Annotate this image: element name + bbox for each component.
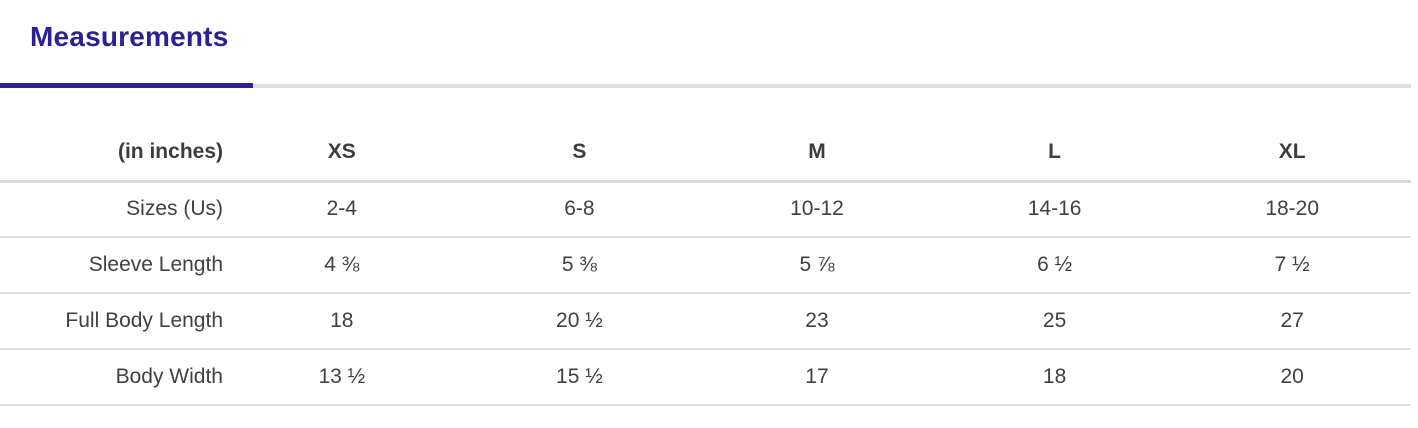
table-cell: 15 ½	[460, 349, 699, 406]
header-row: (in inches) XS S M L XL	[0, 125, 1411, 183]
table-cell: 7 ½	[1173, 237, 1411, 294]
column-header-m: M	[698, 125, 936, 183]
table-cell: 23	[698, 293, 936, 350]
table-cell: 4 ⅜	[223, 237, 461, 294]
unit-label: (in inches)	[0, 125, 223, 183]
table-cell: 14-16	[935, 181, 1174, 238]
active-tab-indicator	[0, 83, 253, 88]
table-cell: 18	[935, 349, 1174, 406]
table-cell: 20 ½	[460, 293, 699, 350]
table-row-body-width: Body Width 13 ½ 15 ½ 17 18 20	[0, 349, 1411, 406]
tab-underline	[0, 83, 1418, 88]
table-row-sleeve-length: Sleeve Length 4 ⅜ 5 ⅜ 5 ⅞ 6 ½ 7 ½	[0, 237, 1411, 294]
row-label: Sleeve Length	[0, 237, 223, 294]
table-cell: 25	[935, 293, 1174, 350]
table-cell: 13 ½	[223, 349, 461, 406]
column-header-l: L	[935, 125, 1174, 183]
table-cell: 18	[223, 293, 461, 350]
table-row-full-body-length: Full Body Length 18 20 ½ 23 25 27	[0, 293, 1411, 350]
row-label: Sizes (Us)	[0, 181, 223, 238]
table-cell: 17	[698, 349, 936, 406]
column-header-xs: XS	[223, 125, 461, 183]
table-cell: 5 ⅜	[460, 237, 699, 294]
table-cell: 27	[1173, 293, 1411, 350]
column-header-xl: XL	[1173, 125, 1411, 183]
size-chart-table: (in inches) XS S M L XL Sizes (Us) 2-4 6…	[0, 125, 1411, 406]
table-cell: 10-12	[698, 181, 936, 238]
table-cell: 5 ⅞	[698, 237, 936, 294]
column-header-s: S	[460, 125, 699, 183]
tab-bar-divider	[253, 83, 1411, 88]
table-cell: 20	[1173, 349, 1411, 406]
row-label: Body Width	[0, 349, 223, 406]
tab-measurements[interactable]: Measurements	[30, 21, 229, 52]
table-cell: 6-8	[460, 181, 699, 238]
row-label: Full Body Length	[0, 293, 223, 350]
table-cell: 2-4	[223, 181, 461, 238]
table-cell: 18-20	[1173, 181, 1411, 238]
table-cell: 6 ½	[935, 237, 1174, 294]
table-row-sizes: Sizes (Us) 2-4 6-8 10-12 14-16 18-20	[0, 181, 1411, 238]
